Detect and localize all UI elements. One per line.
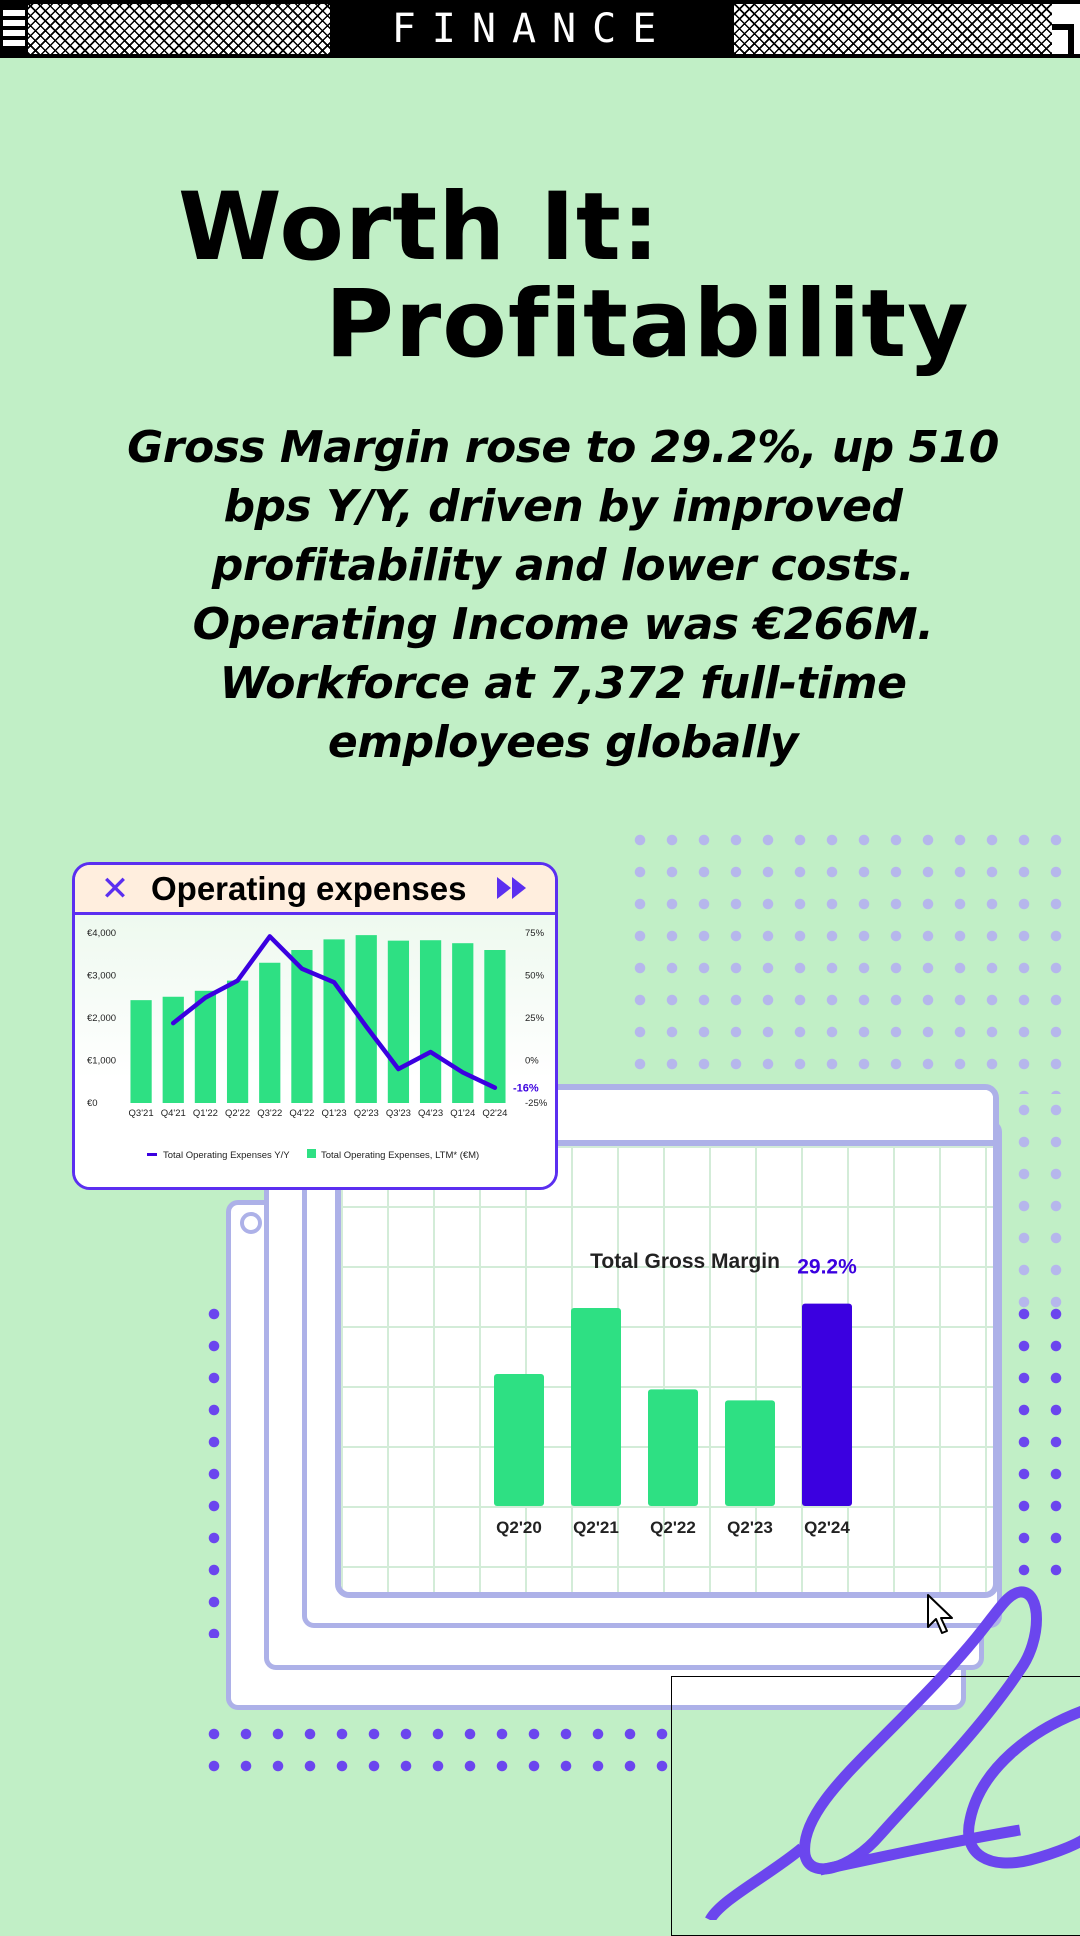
window-title: Operating expenses — [151, 870, 467, 907]
legend-label: Total Operating Expenses, LTM* (€M) — [321, 1150, 479, 1161]
x-tick-label: Q3'22 — [257, 1108, 282, 1119]
opex-bar — [419, 940, 442, 1103]
opex-bar — [452, 943, 474, 1103]
data-label: -16% — [513, 1083, 539, 1095]
summary-text: Gross Margin rose to 29.2%, up 510 bps Y… — [127, 422, 999, 768]
x-tick-label: Q2'23 — [727, 1518, 773, 1537]
legend-label: Total Operating Expenses Y/Y — [163, 1150, 290, 1161]
opex-bar — [226, 980, 249, 1103]
operating-expenses-window[interactable]: ✕ Operating expenses €0 €1,000 €2,000 €3,00… — [72, 862, 558, 1190]
top-bar: FINANCE — [0, 0, 1080, 58]
legend-swatch-line — [147, 1153, 157, 1156]
scribble-decoration — [705, 1586, 1080, 1920]
x-tick-label: Q1'22 — [193, 1108, 218, 1119]
window-knob — [240, 1212, 262, 1234]
y-left-tick-label: €3,000 — [87, 971, 116, 982]
opex-bar — [355, 935, 377, 1103]
x-tick-label: Q3'23 — [386, 1108, 411, 1119]
opex-bar — [291, 950, 313, 1103]
close-icon[interactable]: ✕ — [100, 869, 130, 909]
gross-margin-chart: Total Gross Margin Q2'20 Q2'21 Q2'22 Q2'23 Q2… — [494, 1250, 857, 1537]
x-tick-label: Q4'23 — [418, 1108, 443, 1119]
y-right-tick-label: 0% — [525, 1056, 539, 1067]
dot-pattern — [1008, 1298, 1072, 1588]
y-right-tick-label: -25% — [525, 1098, 548, 1109]
x-tick-label: Q2'23 — [354, 1108, 379, 1119]
dot-pattern — [1008, 1094, 1072, 1324]
chart-grid — [341, 1146, 993, 1592]
x-tick-label: Q2'20 — [496, 1518, 542, 1537]
hamburger-icon[interactable] — [3, 10, 25, 50]
x-tick-label: Q1'23 — [322, 1108, 347, 1119]
x-tick-label: Q2'22 — [650, 1518, 696, 1537]
x-tick-label: Q4'22 — [289, 1108, 314, 1119]
checker-pattern — [28, 4, 330, 54]
margin-bar — [725, 1400, 775, 1506]
corner-bracket-icon — [1052, 4, 1080, 54]
x-tick-label: Q2'24 — [482, 1108, 507, 1119]
x-tick-label: Q1'24 — [450, 1108, 475, 1119]
brand-title: FINANCE — [391, 6, 673, 52]
dot-pattern — [198, 1298, 230, 1638]
legend-swatch-bar — [307, 1149, 316, 1158]
operating-expenses-chart: €0 €1,000 €2,000 €3,000 €4,000 -25% 0% 25% 50% 75… — [75, 915, 555, 1187]
opex-bar — [387, 940, 410, 1103]
opex-bar — [484, 950, 506, 1103]
x-tick-label: Q3'21 — [129, 1108, 154, 1119]
y-left-tick-label: €1,000 — [87, 1056, 116, 1067]
fast-forward-icon[interactable] — [495, 873, 529, 903]
y-left-tick-label: €0 — [87, 1098, 98, 1109]
page-subtitle: Profitability — [325, 270, 970, 379]
x-tick-label: Q2'21 — [573, 1518, 619, 1537]
x-tick-label: Q2'22 — [225, 1108, 250, 1119]
mouse-cursor-icon — [927, 1594, 953, 1634]
dot-pattern — [198, 1718, 678, 1782]
opex-bar — [194, 990, 217, 1103]
opex-bar — [130, 1000, 152, 1103]
y-left-tick-label: €2,000 — [87, 1013, 116, 1024]
chart-title: Total Gross Margin — [590, 1250, 780, 1273]
y-right-tick-label: 75% — [525, 928, 545, 939]
opex-bar — [162, 996, 184, 1103]
margin-bar — [494, 1374, 544, 1506]
y-right-tick-label: 50% — [525, 971, 545, 982]
data-label: 29.2% — [797, 1256, 857, 1279]
x-tick-label: Q2'24 — [804, 1518, 850, 1537]
opex-bar — [323, 939, 345, 1103]
opex-bar — [259, 962, 281, 1103]
page-title: Worth It: — [178, 173, 661, 282]
y-right-tick-label: 25% — [525, 1013, 545, 1024]
y-left-tick-label: €4,000 — [87, 928, 116, 939]
margin-bar — [648, 1389, 698, 1506]
checker-pattern — [734, 4, 1052, 54]
opex-yoy-line — [170, 934, 498, 1090]
highlight-bar — [802, 1303, 852, 1506]
dot-pattern — [624, 824, 1064, 1094]
window-header: ✕ Operating expenses — [75, 865, 555, 915]
x-tick-label: Q4'21 — [161, 1108, 186, 1119]
gross-margin-window[interactable]: Total Gross Margin Q2'20 Q2'21 Q2'22 Q2'23 Q2… — [335, 1084, 999, 1598]
margin-bar — [571, 1308, 621, 1506]
